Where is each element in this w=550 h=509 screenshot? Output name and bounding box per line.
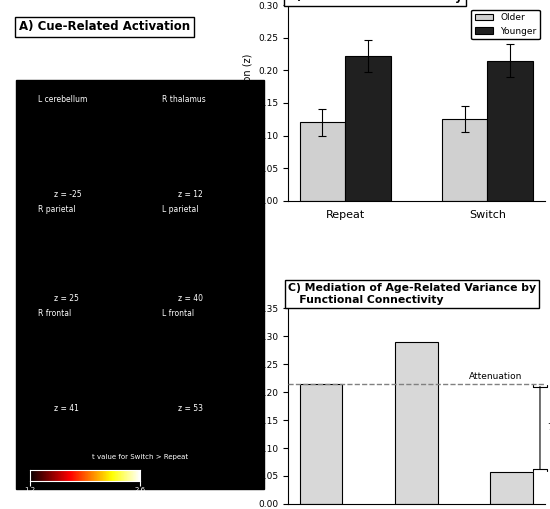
Text: L frontal: L frontal [162,309,194,318]
Text: A) Cue-Related Activation: A) Cue-Related Activation [19,20,190,33]
Y-axis label: Mean Correlation (z): Mean Correlation (z) [243,53,252,153]
Text: B) Functional Connectivity: B) Functional Connectivity [288,0,463,3]
Text: z = 25: z = 25 [54,294,79,303]
Text: C) Mediation of Age-Related Variance by
   Functional Connectivity: C) Mediation of Age-Related Variance by … [288,283,536,305]
Text: R thalamus: R thalamus [162,95,206,104]
Bar [300,123,345,201]
Bar [490,472,533,504]
Text: L cerebellum: L cerebellum [38,95,87,104]
Text: R frontal: R frontal [38,309,71,318]
Bar [395,342,438,504]
Text: 74%: 74% [548,423,550,433]
Text: z = 53: z = 53 [178,404,203,413]
Bar [487,61,533,201]
Text: L parietal: L parietal [162,205,198,214]
Y-axis label: Variance in Drift Rate (r²): Variance in Drift Rate (r²) [243,345,252,468]
Text: z = 12: z = 12 [178,190,202,199]
Text: t value for Switch > Repeat: t value for Switch > Repeat [92,454,188,460]
Text: z = 40: z = 40 [178,294,203,303]
Text: z = -25: z = -25 [54,190,81,199]
Text: z = 41: z = 41 [54,404,79,413]
Bar [442,119,487,201]
Text: Attenuation: Attenuation [469,372,522,381]
Bar [300,384,343,504]
Text: R parietal: R parietal [38,205,75,214]
Legend: Older, Younger: Older, Younger [471,10,540,39]
Bar [345,56,390,201]
FancyBboxPatch shape [16,80,264,489]
